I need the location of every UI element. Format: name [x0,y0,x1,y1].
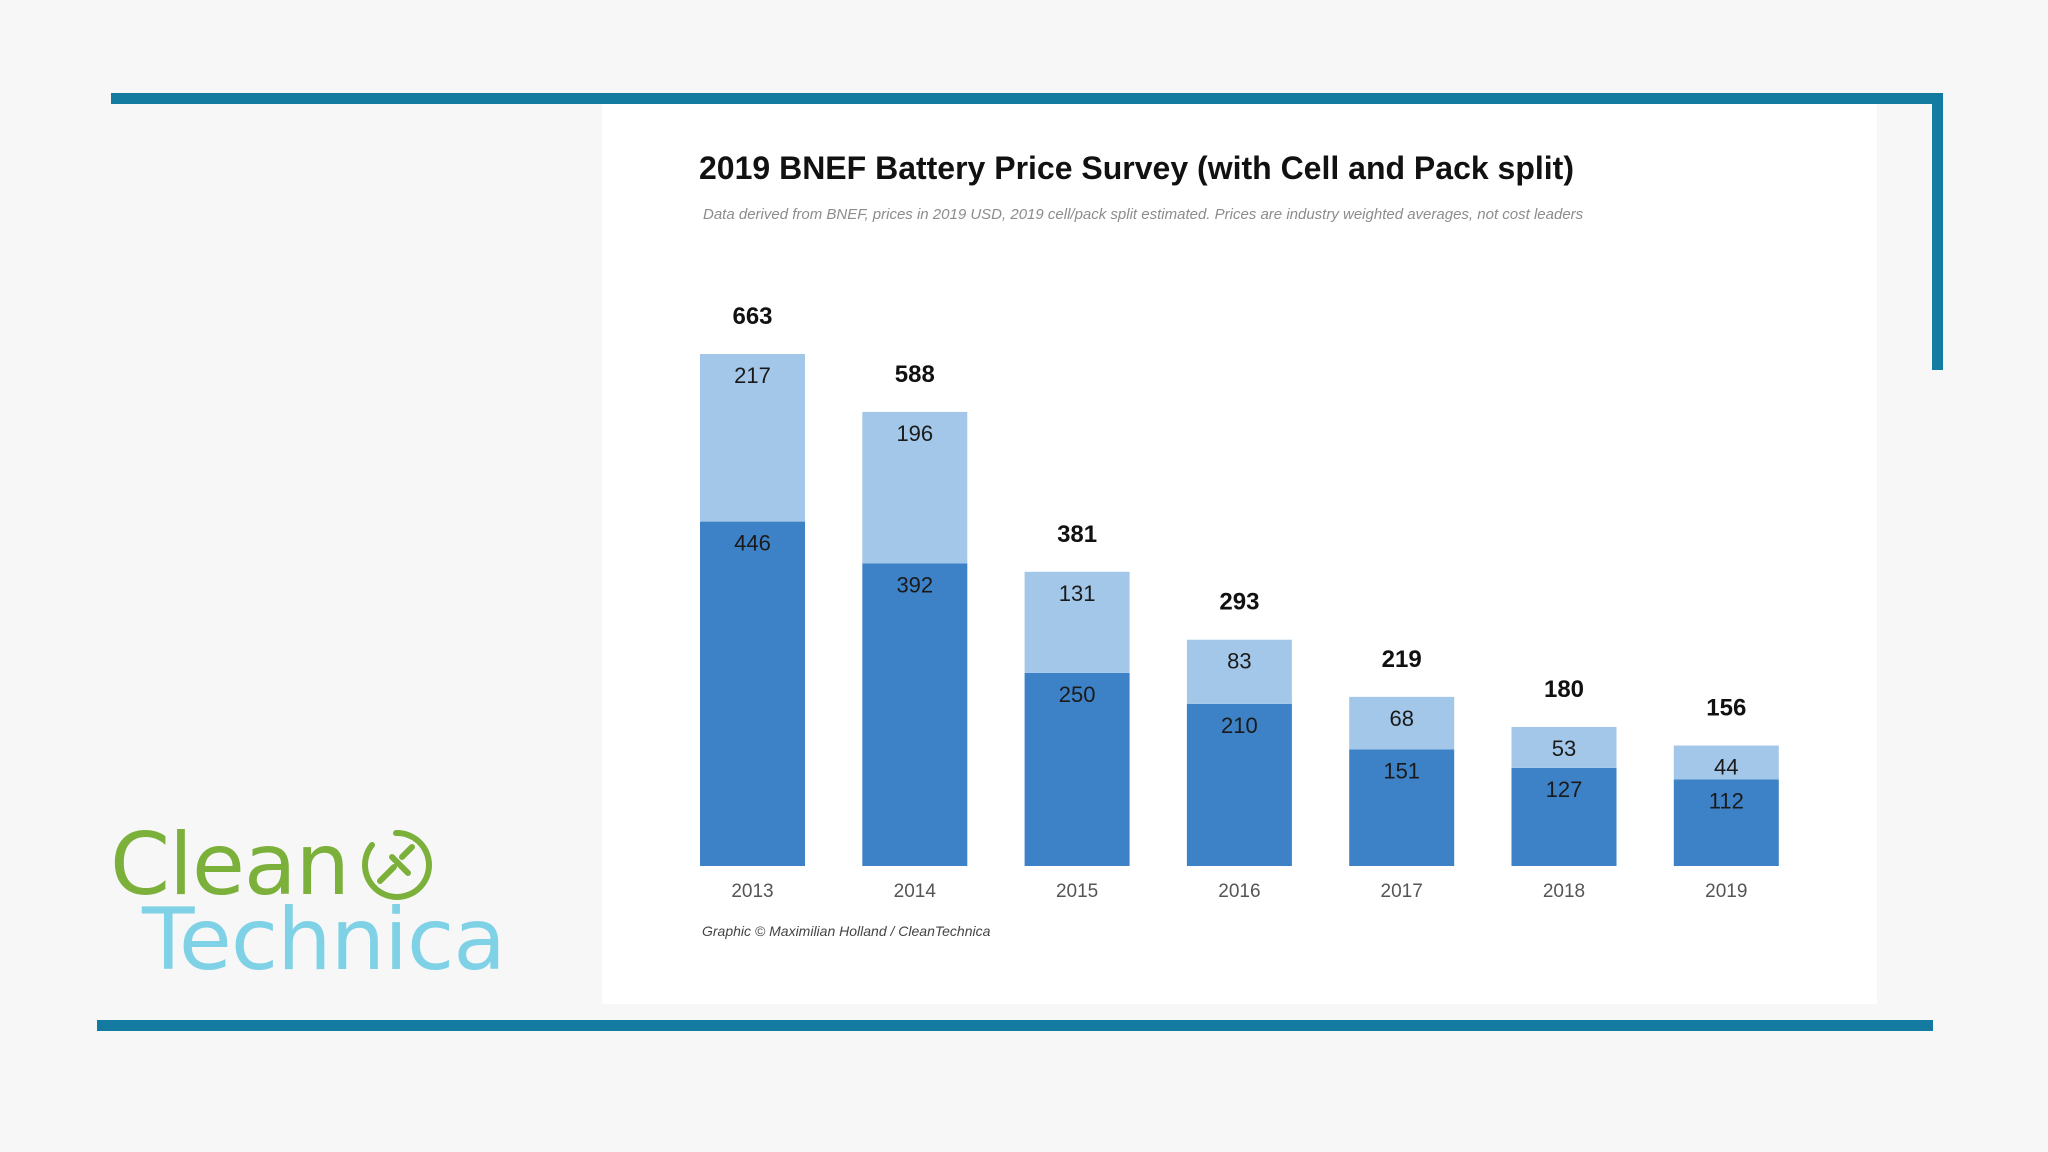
plug-icon [362,829,432,900]
value-label-pack-2018: 53 [1552,736,1576,761]
value-label-cell-2013: 446 [734,531,771,556]
chart-credit: Graphic © Maximilian Holland / CleanTech… [702,923,991,939]
bar-segment-cell-2015 [1024,672,1130,866]
logo-line-clean: Clean [110,815,350,915]
total-label-2016: 293 [1219,589,1259,616]
bar-segment-cell-2016 [1186,703,1292,866]
x-tick-label-2013: 2013 [731,881,773,902]
logo-line-technica: Technica [142,890,506,990]
bar-segment-cell-2014 [862,563,968,866]
x-tick-label-2016: 2016 [1218,881,1260,902]
total-label-2017: 219 [1382,646,1422,673]
bar-segment-pack-2013 [700,354,805,522]
bar-segment-cell-2013 [700,521,805,866]
chart-subtitle: Data derived from BNEF, prices in 2019 U… [703,206,1584,223]
value-label-cell-2019: 112 [1709,789,1744,814]
value-label-cell-2017: 151 [1383,758,1420,783]
chart-title: 2019 BNEF Battery Price Survey (with Cel… [699,150,1574,186]
bar-segment-cell-2018 [1511,767,1617,866]
bar-segment-cell-2017 [1349,749,1455,866]
x-tick-label-2015: 2015 [1056,881,1098,902]
bar-segment-pack-2019 [1673,745,1779,780]
value-label-cell-2018: 127 [1546,777,1583,802]
total-label-2019: 156 [1706,695,1746,722]
bar-segment-cell-2019 [1673,779,1779,866]
bar-segment-pack-2017 [1349,696,1455,750]
value-label-cell-2014: 392 [896,572,933,597]
frame-top-bar [111,93,1943,104]
cleantechnica-logo: Clean Technica [110,815,506,987]
frame-right-bar [1932,93,1943,370]
value-label-pack-2019: 44 [1714,755,1738,780]
value-label-cell-2015: 250 [1059,682,1096,707]
bar-segment-pack-2014 [862,411,968,564]
bar-segment-pack-2015 [1024,571,1130,673]
total-label-2018: 180 [1544,676,1584,703]
bar-segment-pack-2018 [1511,726,1617,768]
x-tick-label-2018: 2018 [1543,881,1585,902]
value-label-pack-2015: 131 [1059,581,1096,606]
value-label-pack-2016: 83 [1227,649,1251,674]
x-tick-label-2019: 2019 [1705,881,1747,902]
x-tick-label-2014: 2014 [894,881,937,902]
total-label-2015: 381 [1057,521,1097,548]
value-label-pack-2017: 68 [1389,706,1413,731]
value-label-pack-2013: 217 [734,363,771,388]
value-label-pack-2014: 196 [896,421,933,446]
frame-bottom-bar [97,1020,1933,1031]
total-label-2013: 663 [732,303,772,330]
bar-segment-pack-2016 [1186,639,1292,704]
total-label-2014: 588 [895,361,935,388]
x-tick-label-2017: 2017 [1381,881,1423,902]
value-label-cell-2016: 210 [1221,713,1258,738]
